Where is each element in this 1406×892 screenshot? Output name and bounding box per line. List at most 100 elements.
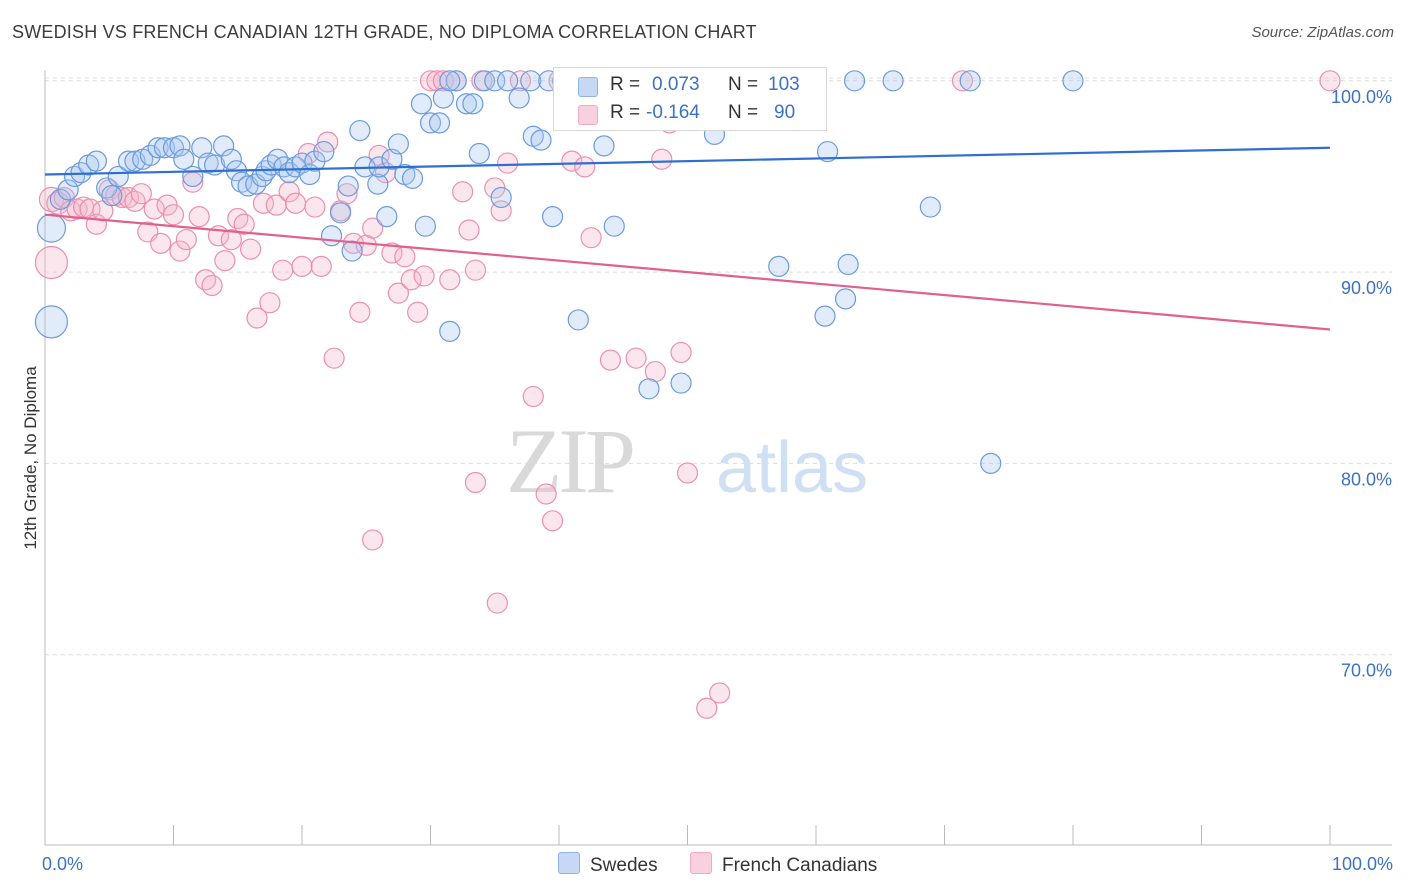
bottom-legend-swatch-french-canadians <box>690 852 712 874</box>
french-canadians-point <box>336 183 358 205</box>
swedes-point <box>468 142 490 165</box>
swedes-point <box>36 213 67 243</box>
correlation-legend: R = 0.073 N = 103 R = -0.164 N = 90 <box>553 67 827 131</box>
french-canadians-point <box>381 242 403 264</box>
swedes-point <box>349 119 371 142</box>
swedes-point <box>320 225 343 247</box>
french-canadians-point <box>580 227 602 249</box>
swedes-point <box>153 137 176 159</box>
french-canadians-trend-line <box>44 213 1331 331</box>
legend-r-value: -0.164 <box>646 102 700 123</box>
legend-r-label: R = <box>610 102 641 123</box>
bottom-legend-label: Swedes <box>590 855 658 876</box>
french-canadians-point <box>310 255 332 277</box>
french-canadians-point <box>278 181 300 203</box>
french-canadians-point <box>143 198 165 220</box>
french-canadians-point <box>259 292 281 314</box>
swedes-point <box>439 320 461 343</box>
swedes-point <box>445 70 467 92</box>
french-canadians-point <box>439 269 461 291</box>
swedes-point <box>428 112 451 134</box>
french-canadians-point <box>362 217 384 239</box>
swedes-point <box>387 133 409 155</box>
legend-r-value: 0.073 <box>652 74 700 95</box>
swedes-point <box>882 70 904 92</box>
legend-swatch-swedes <box>578 77 598 97</box>
swedes-point <box>980 452 1002 474</box>
french-canadians-point <box>464 259 487 281</box>
swedes-point <box>169 135 191 157</box>
french-canadians-point <box>522 385 544 408</box>
y-axis-label: 12th Grade, No Diploma <box>21 366 40 550</box>
french-canadians-point <box>130 183 152 205</box>
swedes-point <box>213 135 235 157</box>
french-canadians-point <box>951 70 974 92</box>
tick-labels: 70.0% 80.0% 90.0% 100.0% 0.0% 100.0% <box>42 87 1393 874</box>
swedes-point <box>919 196 941 218</box>
french-canadians-point <box>201 274 223 297</box>
french-canadians-point <box>162 204 185 226</box>
french-canadians-point <box>304 196 326 218</box>
french-canadians-point <box>150 232 172 255</box>
axes <box>44 70 1392 846</box>
french-canadians-point <box>561 150 583 172</box>
swedes-point <box>376 206 398 228</box>
swedes-point <box>401 167 424 189</box>
series-french-canadians <box>34 70 1341 719</box>
french-canadians-point <box>323 347 345 369</box>
french-canadians-point <box>400 269 422 291</box>
swedes-point <box>490 186 512 209</box>
swedes-point <box>520 70 542 92</box>
swedes-point <box>567 309 589 331</box>
french-canadians-point <box>34 245 69 280</box>
french-canadians-point <box>486 592 508 614</box>
swedes-point <box>593 135 615 157</box>
french-canadians-point <box>709 682 731 704</box>
series-swedes <box>34 70 1084 474</box>
french-canadians-point <box>599 349 622 371</box>
french-canadians-point <box>284 192 307 214</box>
french-canadians-point <box>169 240 191 262</box>
swedes-point <box>497 70 519 92</box>
x-tick-label-max: 100.0% <box>1332 854 1393 874</box>
french-canadians-point <box>535 483 557 505</box>
bottom-legend-french-canadians[interactable]: French Canadians <box>690 852 877 876</box>
french-canadians-point <box>413 265 435 287</box>
french-canadians-point <box>458 219 480 241</box>
trend-lines <box>44 146 1331 331</box>
swedes-point <box>638 378 660 400</box>
french-canadians-point <box>227 207 249 230</box>
swedes-point <box>329 202 352 224</box>
x-tick-label-min: 0.0% <box>42 854 83 874</box>
swedes-point <box>455 93 478 115</box>
swedes-point <box>670 372 692 394</box>
legend-swatch-french-canadians <box>578 105 598 125</box>
swedes-point <box>220 148 242 170</box>
swedes-point <box>814 305 836 327</box>
french-canadians-point <box>497 152 519 174</box>
swedes-point <box>508 87 530 109</box>
swedes-point <box>410 93 433 115</box>
french-canadians-point <box>1319 70 1341 92</box>
french-canadians-point <box>117 186 140 209</box>
french-canadians-point <box>696 697 718 719</box>
french-canadians-point <box>452 181 474 203</box>
french-canadians-point <box>574 156 596 178</box>
french-canadians-point <box>195 269 217 291</box>
swedes-trend-line <box>44 146 1331 176</box>
legend-n-value: 90 <box>774 102 796 123</box>
french-canadians-point <box>651 148 673 170</box>
chart-title: SWEDISH VS FRENCH CANADIAN 12TH GRADE, N… <box>12 22 757 42</box>
swedes-point <box>367 173 389 195</box>
french-canadians-point <box>670 341 692 364</box>
bottom-legend-swedes[interactable]: Swedes <box>558 852 658 876</box>
french-canadians-point <box>214 250 236 272</box>
swedes-point <box>414 215 436 237</box>
swedes-point <box>541 206 564 228</box>
swedes-point <box>419 112 442 134</box>
swedes-point <box>837 253 859 276</box>
swedes-point <box>63 165 86 188</box>
french-canadians-point <box>240 238 262 260</box>
french-canadians-point <box>541 510 564 532</box>
french-canadians-point <box>188 206 210 228</box>
